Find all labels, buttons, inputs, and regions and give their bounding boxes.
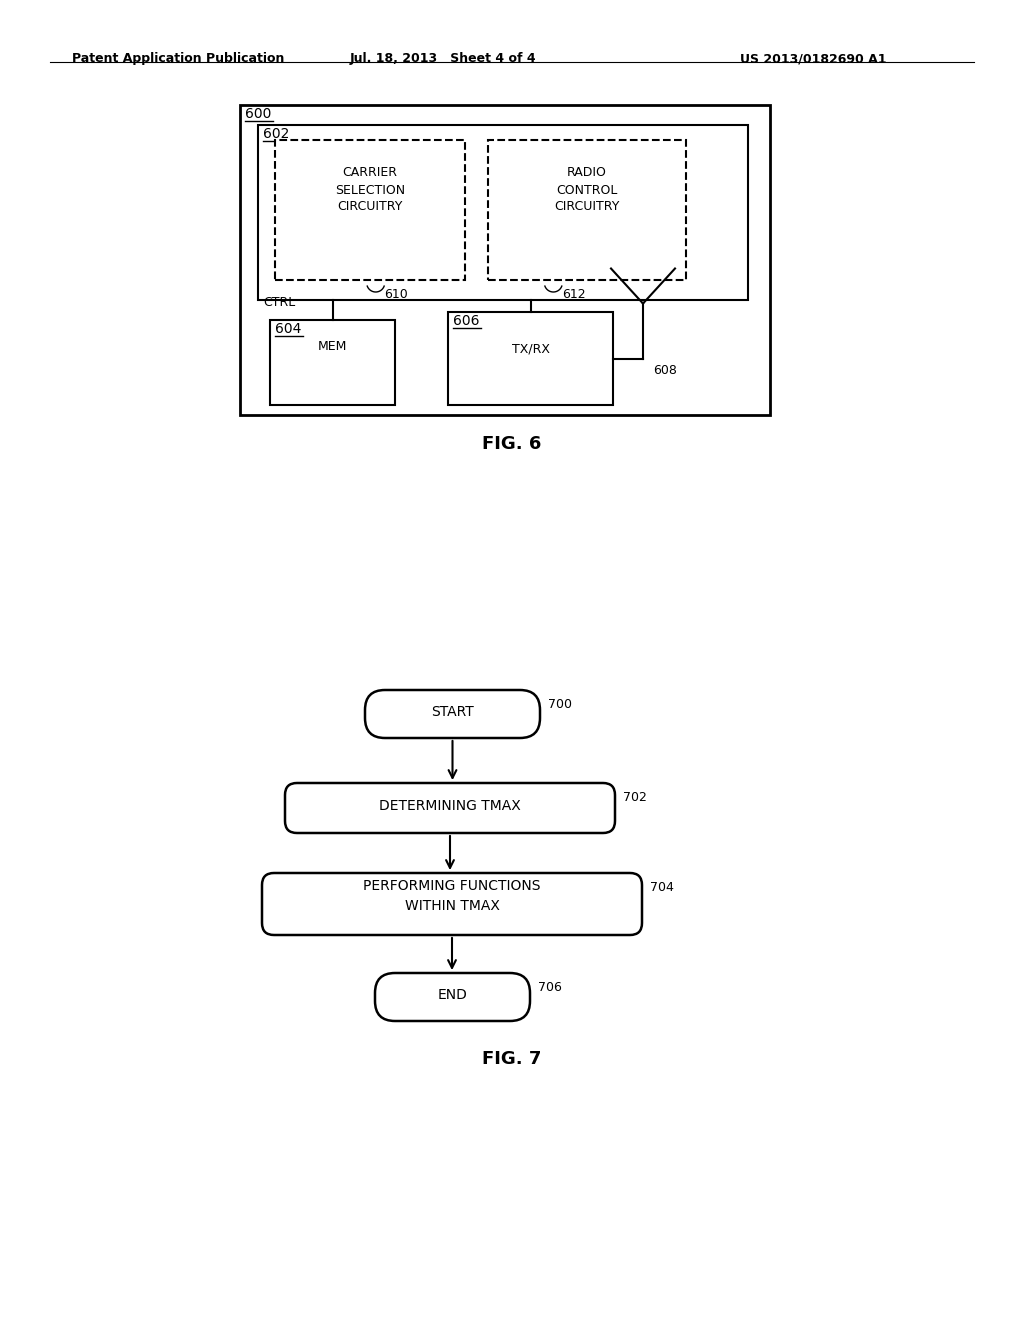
Text: 608: 608 — [653, 363, 677, 376]
Bar — [240, 106, 770, 414]
Text: 702: 702 — [623, 791, 647, 804]
FancyBboxPatch shape — [262, 873, 642, 935]
Text: MEM: MEM — [317, 341, 347, 352]
Text: 706: 706 — [538, 981, 562, 994]
Text: 610: 610 — [384, 288, 409, 301]
FancyBboxPatch shape — [285, 783, 615, 833]
Text: RADIO
CONTROL
CIRCUITRY: RADIO CONTROL CIRCUITRY — [554, 166, 620, 214]
FancyBboxPatch shape — [365, 690, 540, 738]
Text: TX/RX: TX/RX — [512, 342, 550, 355]
Bar — [258, 125, 748, 300]
Text: CARRIER
SELECTION
CIRCUITRY: CARRIER SELECTION CIRCUITRY — [335, 166, 406, 214]
Text: 602: 602 — [263, 127, 290, 141]
Text: 600: 600 — [245, 107, 271, 121]
Text: DETERMINING TMAX: DETERMINING TMAX — [379, 799, 521, 813]
Text: END: END — [437, 987, 467, 1002]
Text: FIG. 7: FIG. 7 — [482, 1049, 542, 1068]
Bar — [275, 140, 465, 280]
Text: PERFORMING FUNCTIONS
WITHIN TMAX: PERFORMING FUNCTIONS WITHIN TMAX — [364, 879, 541, 912]
Text: US 2013/0182690 A1: US 2013/0182690 A1 — [740, 51, 887, 65]
Text: FIG. 6: FIG. 6 — [482, 436, 542, 453]
Bar — [488, 140, 686, 280]
Text: Patent Application Publication: Patent Application Publication — [72, 51, 285, 65]
Text: Jul. 18, 2013   Sheet 4 of 4: Jul. 18, 2013 Sheet 4 of 4 — [350, 51, 537, 65]
Text: 604: 604 — [275, 322, 301, 337]
FancyBboxPatch shape — [375, 973, 530, 1020]
Text: 612: 612 — [562, 288, 586, 301]
Text: 700: 700 — [548, 698, 572, 711]
Text: START: START — [431, 705, 474, 719]
Text: 704: 704 — [650, 880, 674, 894]
Bar — [449, 312, 613, 405]
Text: CTRL: CTRL — [263, 296, 295, 309]
Text: 606: 606 — [453, 314, 479, 327]
Bar — [270, 319, 395, 405]
